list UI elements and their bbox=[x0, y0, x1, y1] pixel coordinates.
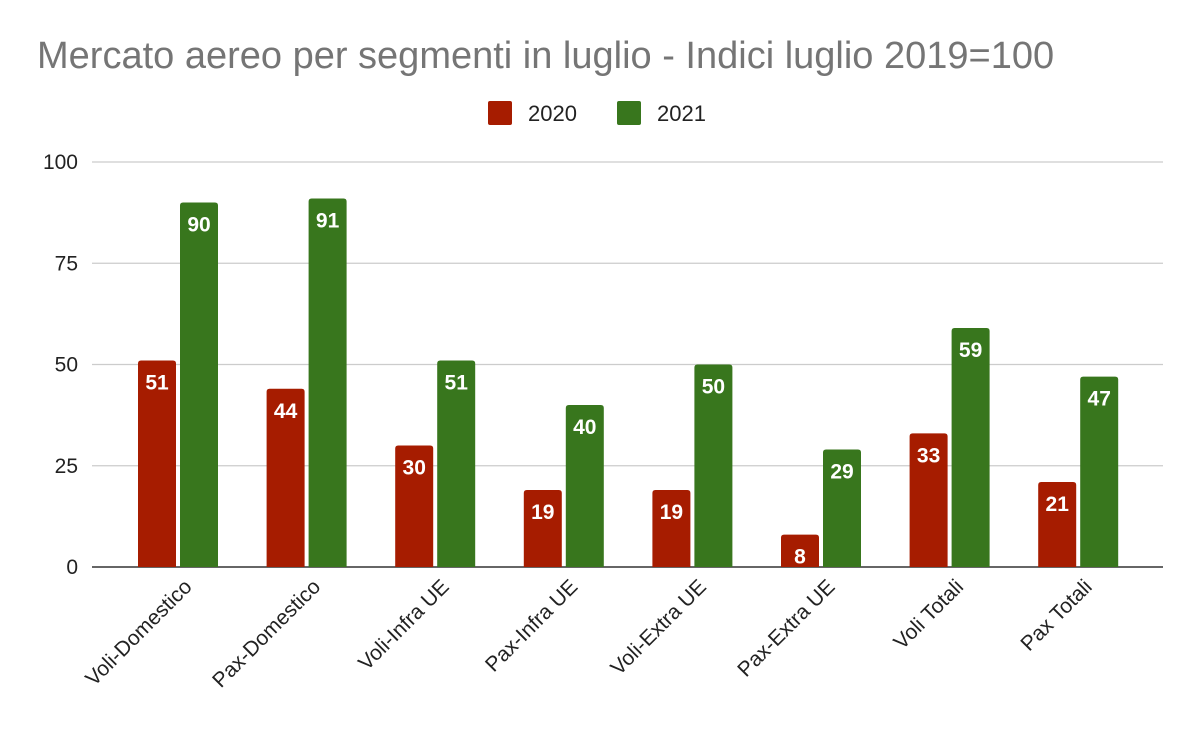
bar-2020 bbox=[138, 360, 176, 567]
x-axis-labels: Voli-Domestico Pax-Domestico Voli-Infra UE… bbox=[81, 575, 1097, 692]
data-label-2021: 51 bbox=[445, 371, 469, 394]
data-label-2020: 33 bbox=[917, 444, 940, 467]
data-label-2020: 21 bbox=[1046, 493, 1070, 516]
data-label-2020: 19 bbox=[531, 501, 554, 524]
bar-2021 bbox=[823, 449, 861, 567]
x-tick-label: Pax-Infra UE bbox=[481, 575, 582, 676]
y-tick-label: 50 bbox=[55, 354, 78, 377]
y-tick-label: 0 bbox=[66, 556, 78, 579]
legend: 2020 2021 bbox=[488, 101, 706, 126]
bar-2020 bbox=[652, 490, 691, 567]
y-tick-label: 25 bbox=[55, 455, 78, 478]
bar-2020 bbox=[395, 445, 434, 567]
data-label-2021: 59 bbox=[959, 339, 982, 362]
data-label-2020: 19 bbox=[660, 501, 683, 524]
data-label-2020: 8 bbox=[794, 546, 806, 569]
bar-2020 bbox=[266, 388, 305, 567]
x-tick-label: Voli Totali bbox=[889, 575, 968, 654]
legend-swatch-2021 bbox=[617, 101, 641, 125]
data-label-2021: 29 bbox=[830, 461, 853, 484]
bar-2020 bbox=[909, 433, 948, 567]
bar-2021 bbox=[565, 405, 604, 567]
bar-2020 bbox=[1038, 481, 1077, 567]
bar-2021 bbox=[180, 202, 218, 567]
x-tick-label: Pax-Extra UE bbox=[733, 575, 839, 681]
bar-2021 bbox=[694, 364, 733, 567]
data-label-2021: 90 bbox=[187, 214, 210, 237]
x-tick-label: Pax-Domestico bbox=[208, 575, 325, 692]
data-label-2020: 30 bbox=[403, 457, 426, 480]
bars: 51 90 44 91 30 51 19 40 19 50 8 29 33 59 21 47 bbox=[138, 198, 1119, 569]
legend-label-2021: 2021 bbox=[657, 101, 706, 126]
bar-2020 bbox=[781, 534, 819, 567]
bar-2021 bbox=[437, 360, 476, 567]
bar-2021 bbox=[1080, 376, 1119, 567]
x-tick-label: Pax Totali bbox=[1016, 575, 1096, 655]
bar-2021 bbox=[951, 328, 990, 567]
bar-2021 bbox=[308, 198, 347, 567]
y-tick-label: 100 bbox=[43, 151, 78, 174]
chart-title: Mercato aereo per segmenti in luglio - I… bbox=[37, 35, 1054, 77]
data-label-2021: 40 bbox=[573, 416, 596, 439]
legend-label-2020: 2020 bbox=[528, 101, 577, 126]
data-label-2020: 51 bbox=[145, 371, 169, 394]
x-tick-label: Voli-Domestico bbox=[81, 575, 196, 690]
y-tick-label: 75 bbox=[55, 252, 78, 275]
x-tick-label: Voli-Extra UE bbox=[606, 575, 711, 680]
x-tick-label: Voli-Infra UE bbox=[354, 575, 454, 675]
data-label-2021: 47 bbox=[1088, 388, 1111, 411]
bar-2020 bbox=[523, 490, 562, 567]
legend-swatch-2020 bbox=[488, 101, 512, 125]
data-label-2020: 44 bbox=[274, 400, 298, 423]
data-label-2021: 50 bbox=[702, 376, 725, 399]
data-label-2021: 91 bbox=[316, 209, 340, 232]
